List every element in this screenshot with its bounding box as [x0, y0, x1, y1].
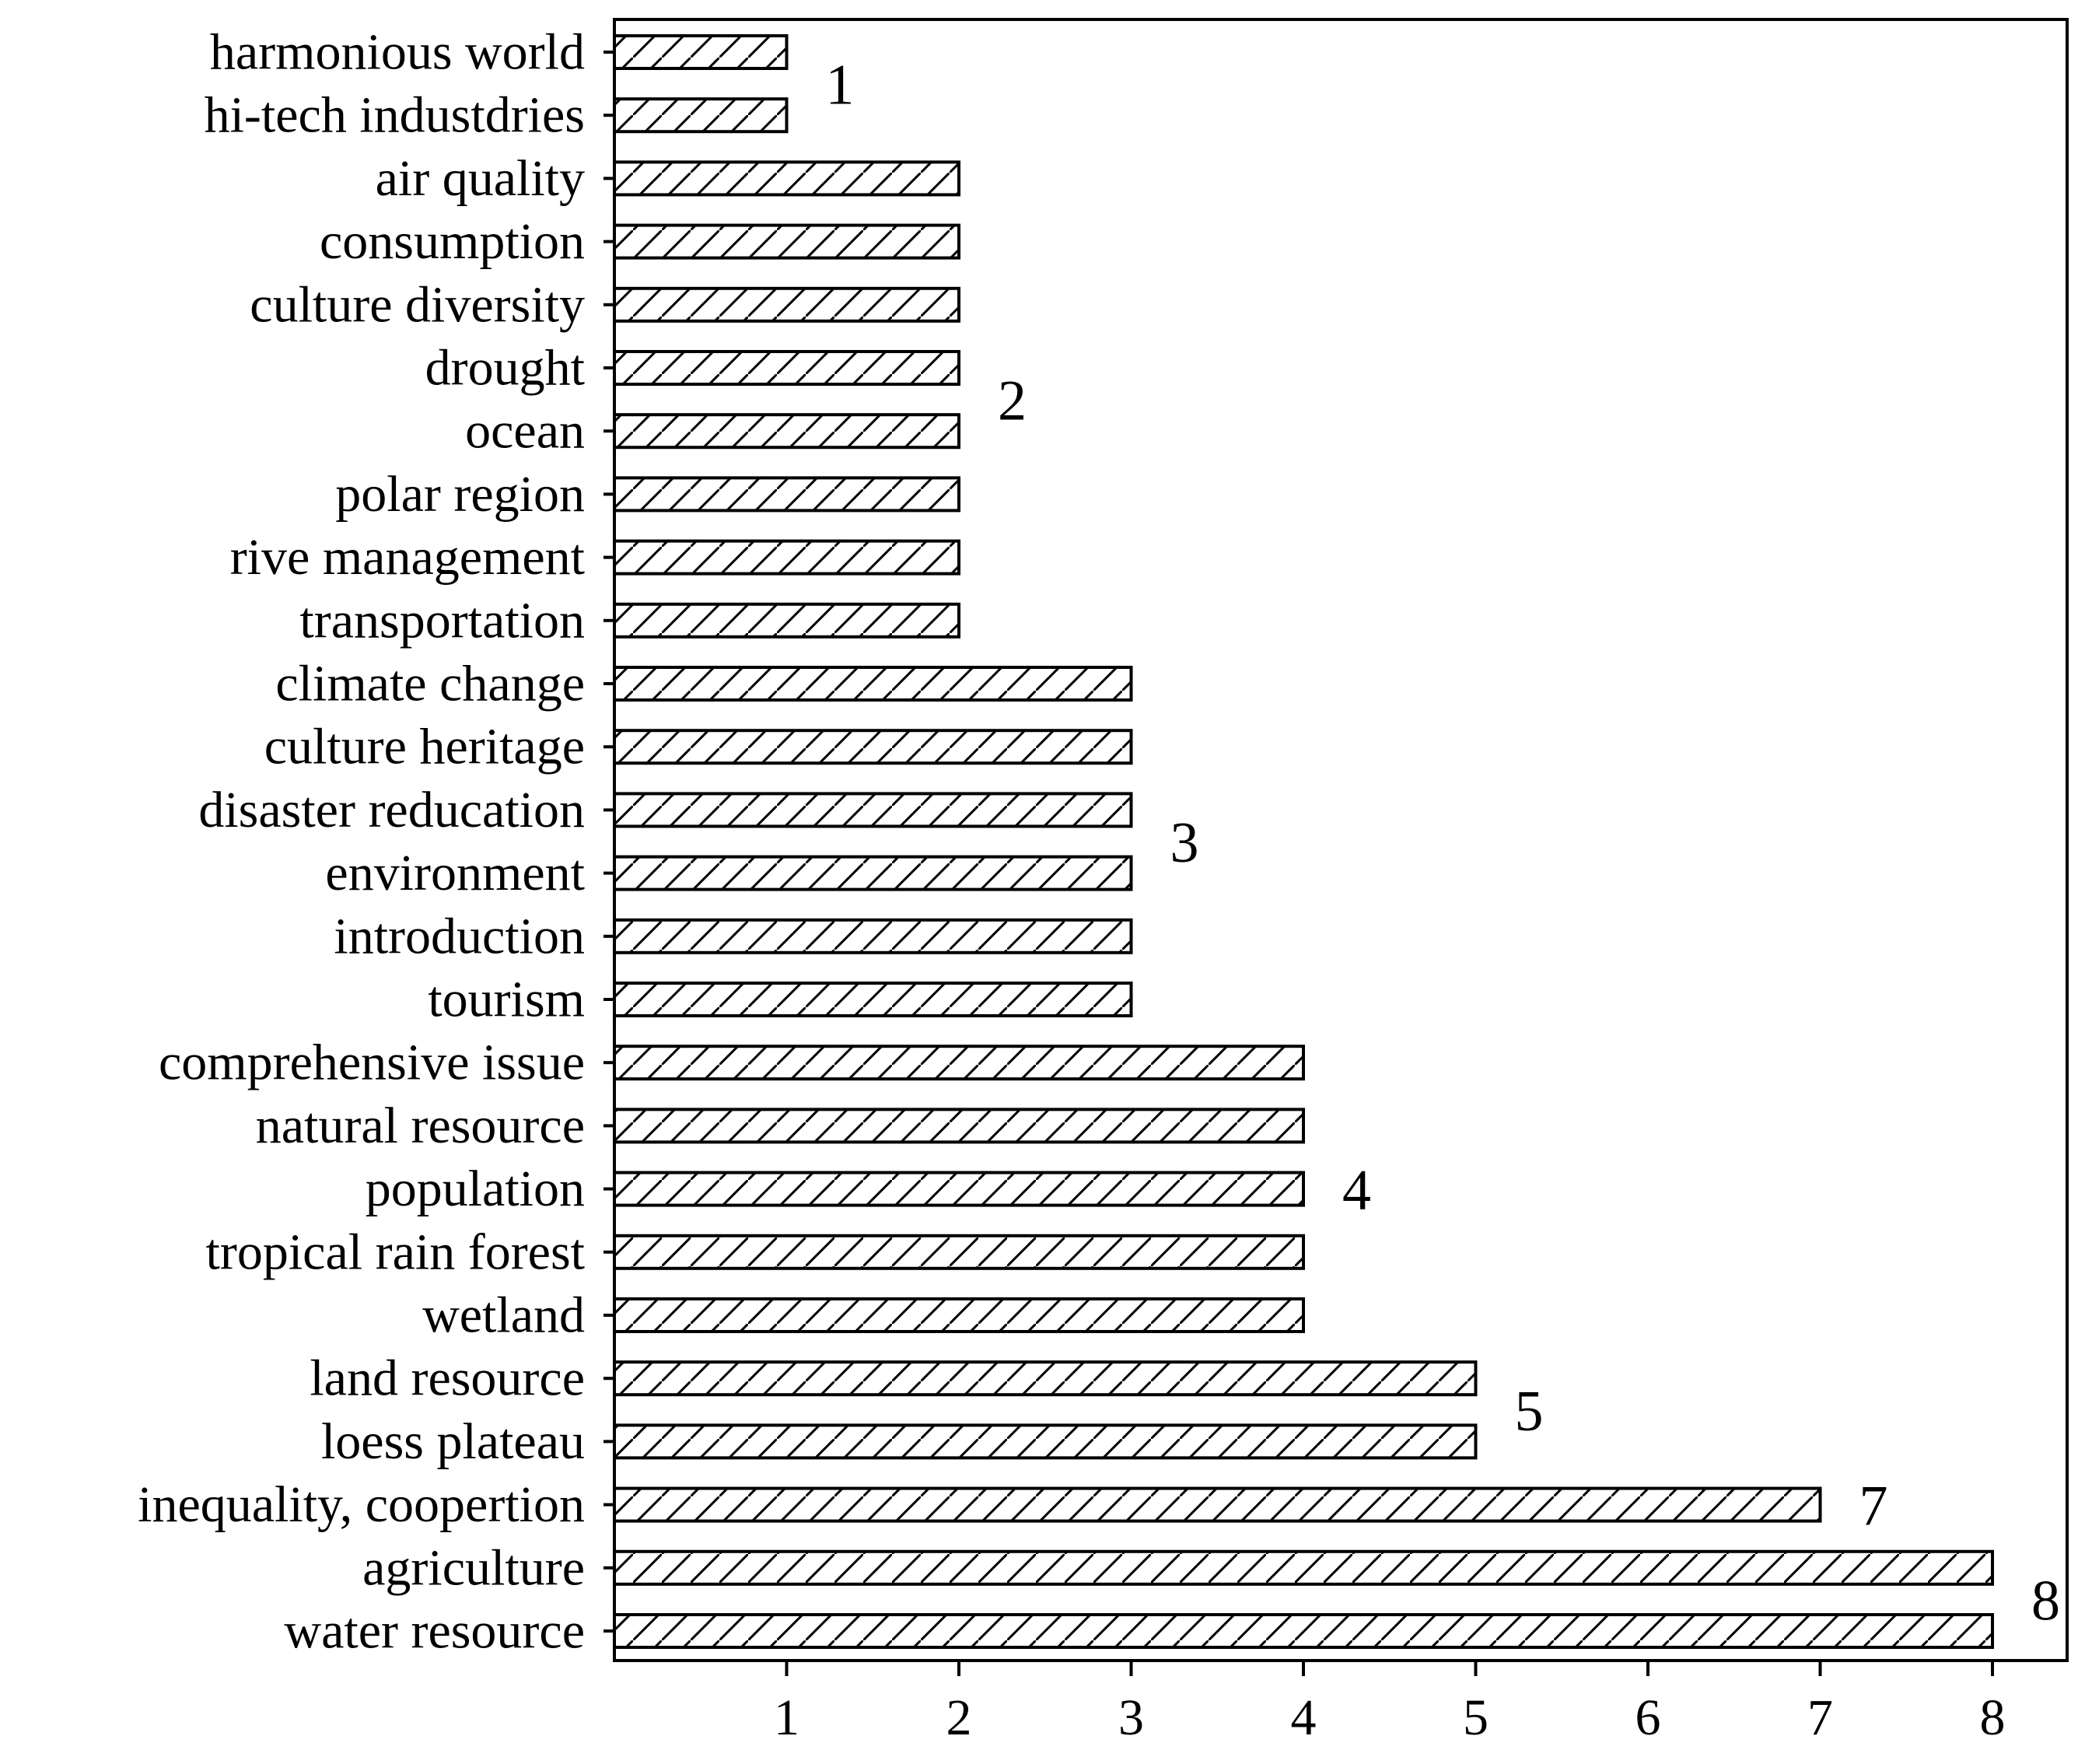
x-tick-label: 3 [1118, 1689, 1144, 1746]
category-label: transportation [299, 592, 585, 649]
bar [613, 539, 960, 576]
bar [613, 1613, 1994, 1649]
category-label: loess plateau [321, 1413, 585, 1470]
bar [613, 34, 789, 70]
category-label: inequality, coopertion [138, 1476, 585, 1533]
bar [613, 729, 1133, 765]
bar [613, 1045, 1305, 1081]
category-labels: harmonious world hi-tech industdries air q… [138, 24, 585, 1660]
bar [613, 982, 1133, 1017]
bar [613, 160, 960, 197]
bar [613, 792, 1133, 828]
bar [613, 476, 960, 513]
bar [613, 855, 1133, 891]
bar-group [613, 34, 1994, 1649]
bar [613, 666, 1133, 702]
bar [613, 413, 960, 450]
group-value-label: 7 [1859, 1475, 1888, 1538]
category-label: natural resource [256, 1097, 585, 1154]
category-label: agriculture [362, 1539, 585, 1596]
x-tick-label: 5 [1463, 1689, 1489, 1746]
x-tick-label: 6 [1635, 1689, 1661, 1746]
x-tick-label: 7 [1807, 1689, 1833, 1746]
category-label: air quality [376, 150, 585, 207]
category-label: harmonious world [210, 24, 585, 81]
category-label: disaster reducation [198, 782, 585, 838]
group-value-labels: 1 2 3 4 5 7 8 [826, 54, 2061, 1633]
group-value-label: 3 [1170, 811, 1199, 875]
category-label: consumption [320, 213, 585, 270]
category-label: culture diversity [250, 276, 585, 333]
category-label: environment [325, 845, 585, 901]
category-label: introduction [334, 908, 585, 964]
category-label: rive management [230, 529, 585, 586]
category-label: polar region [335, 466, 585, 523]
x-tick-label: 4 [1291, 1689, 1317, 1746]
bar [613, 1486, 1822, 1523]
plot-frame [613, 18, 2069, 1662]
group-value-label: 2 [998, 369, 1027, 433]
category-label: water resource [284, 1603, 585, 1660]
category-label: climate change [275, 656, 585, 712]
y-axis-ticks [603, 51, 614, 1633]
category-label: culture heritage [264, 719, 585, 775]
bar [613, 1360, 1478, 1397]
bar [613, 286, 960, 323]
category-label: ocean [465, 403, 585, 460]
bar [613, 1423, 1478, 1460]
bar [613, 602, 960, 639]
bar [613, 1171, 1305, 1207]
bar [613, 350, 960, 386]
bar [613, 223, 960, 260]
group-value-label: 1 [826, 54, 855, 117]
category-label: tropical rain forest [206, 1223, 585, 1280]
x-axis-ticks: 1 2 3 4 5 6 7 8 [774, 1661, 2006, 1746]
bar [613, 97, 789, 134]
category-label: land resource [310, 1350, 585, 1407]
bar [613, 1297, 1305, 1333]
bar [613, 1108, 1305, 1144]
category-label: wetland [422, 1287, 585, 1344]
category-label: population [366, 1160, 585, 1217]
x-tick-label: 8 [1980, 1689, 2006, 1746]
x-tick-label: 1 [774, 1689, 799, 1746]
category-label: comprehensive issue [159, 1034, 585, 1091]
bar [613, 1234, 1305, 1270]
bar [613, 918, 1133, 954]
category-label: drought [425, 340, 585, 397]
group-value-label: 8 [2031, 1569, 2060, 1633]
bar [613, 1549, 1994, 1586]
category-label: tourism [428, 971, 585, 1028]
group-value-label: 5 [1515, 1380, 1544, 1444]
category-label: hi-tech industdries [205, 87, 585, 144]
group-value-label: 4 [1342, 1159, 1371, 1223]
x-tick-label: 2 [946, 1689, 972, 1746]
